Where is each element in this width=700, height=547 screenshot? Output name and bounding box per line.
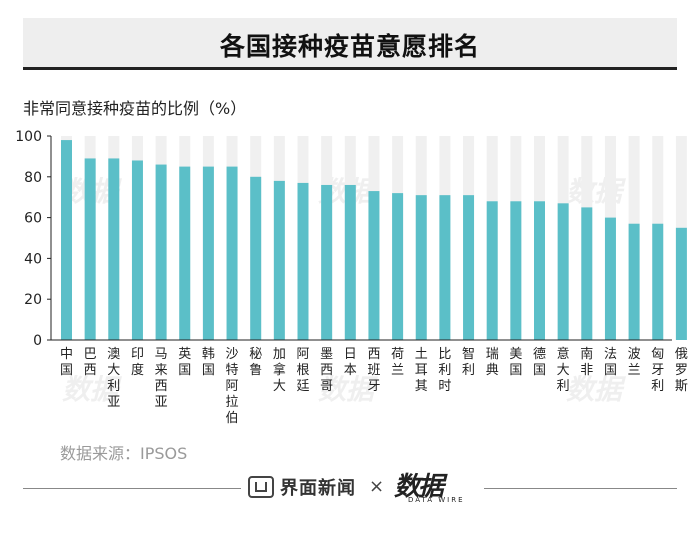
bar xyxy=(179,166,191,340)
bar xyxy=(628,223,640,340)
bar xyxy=(392,193,404,340)
x-tick-label: 墨西哥 xyxy=(320,347,333,394)
bar xyxy=(675,227,687,340)
x-tick-label: 意大利 xyxy=(557,346,570,394)
x-tick-label: 英国 xyxy=(178,347,191,378)
x-tick-label: 沙特阿拉伯 xyxy=(226,347,239,426)
x-tick-label: 西班牙 xyxy=(367,347,380,394)
bar xyxy=(439,195,451,340)
x-tick-label: 巴西 xyxy=(84,347,97,378)
x-tick-label: 秘鲁 xyxy=(249,347,262,378)
x-tick-label: 德国 xyxy=(533,347,546,378)
x-tick-label: 南非 xyxy=(580,346,593,378)
y-tick-label: 60 xyxy=(24,211,42,227)
bar xyxy=(61,140,72,340)
x-tick-label: 韩国 xyxy=(202,347,215,378)
jiemian-logo: 界面新闻 xyxy=(248,474,356,500)
jiemian-icon xyxy=(248,476,274,498)
bar xyxy=(534,201,545,340)
x-tick-label: 智利 xyxy=(462,347,475,378)
y-tick-label: 40 xyxy=(24,251,42,267)
jiemian-brand: 界面新闻 xyxy=(280,478,356,499)
x-tick-label: 比利时 xyxy=(438,347,451,394)
bar xyxy=(510,201,522,340)
bar xyxy=(273,180,285,340)
datawire-logo: 数据 DATA WIRE xyxy=(394,466,474,506)
bar xyxy=(486,201,498,340)
bar xyxy=(250,176,262,340)
bar xyxy=(202,166,214,340)
bar xyxy=(155,164,167,340)
bar xyxy=(297,182,309,340)
bar xyxy=(108,158,120,340)
x-tick-label: 波兰 xyxy=(628,347,641,378)
x-tick-label: 瑞典 xyxy=(486,347,499,378)
datawire-brand: 数据 xyxy=(394,472,444,502)
x-tick-label: 加拿大 xyxy=(273,347,286,394)
bar xyxy=(581,207,593,340)
data-source: 数据来源：IPSOS xyxy=(60,444,188,463)
brand-separator: × xyxy=(369,476,385,497)
footer-line-left xyxy=(23,488,241,489)
x-tick-label: 俄罗斯 xyxy=(675,347,688,394)
y-tick-label: 80 xyxy=(24,170,42,186)
y-tick-label: 20 xyxy=(24,292,42,308)
bar xyxy=(344,184,356,340)
bar-chart: 0 20 40 60 80 100 中国巴西澳大利亚印度马来西亚英国韩国沙特阿拉伯秘鲁加拿大… xyxy=(15,129,688,426)
bar xyxy=(226,166,238,340)
x-tick-label: 日本 xyxy=(344,347,357,378)
x-tick-label: 马来西亚 xyxy=(155,347,168,410)
bar xyxy=(604,217,616,340)
x-tick-label: 阿根廷 xyxy=(296,347,309,394)
bar xyxy=(557,203,569,340)
x-tick-label: 土耳其 xyxy=(415,347,428,394)
x-tick-label: 中国 xyxy=(60,347,73,378)
x-tick-label: 荷兰 xyxy=(391,347,404,378)
y-tick-label: 0 xyxy=(33,333,42,349)
title-underline xyxy=(23,67,677,70)
y-tick-label: 100 xyxy=(15,129,42,145)
x-tick-label: 澳大利亚 xyxy=(107,346,120,410)
x-tick-label: 印度 xyxy=(131,347,144,378)
datawire-brand-en: DATA WIRE xyxy=(408,496,465,504)
page-title: 各国接种疫苗意愿排名 xyxy=(219,32,480,61)
bar xyxy=(652,223,664,340)
bar xyxy=(321,184,333,340)
title-banner: 各国接种疫苗意愿排名 xyxy=(23,18,677,70)
x-tick-label: 匈牙利 xyxy=(651,347,664,394)
bar xyxy=(463,195,475,340)
bar xyxy=(84,158,96,340)
x-tick-label: 美国 xyxy=(509,347,522,378)
bar xyxy=(415,195,427,340)
footer-line-right xyxy=(484,488,677,489)
bar xyxy=(368,191,380,340)
x-tick-label: 法国 xyxy=(604,347,617,378)
bar xyxy=(131,160,143,340)
chart-subtitle: 非常同意接种疫苗的比例（%） xyxy=(23,99,247,118)
